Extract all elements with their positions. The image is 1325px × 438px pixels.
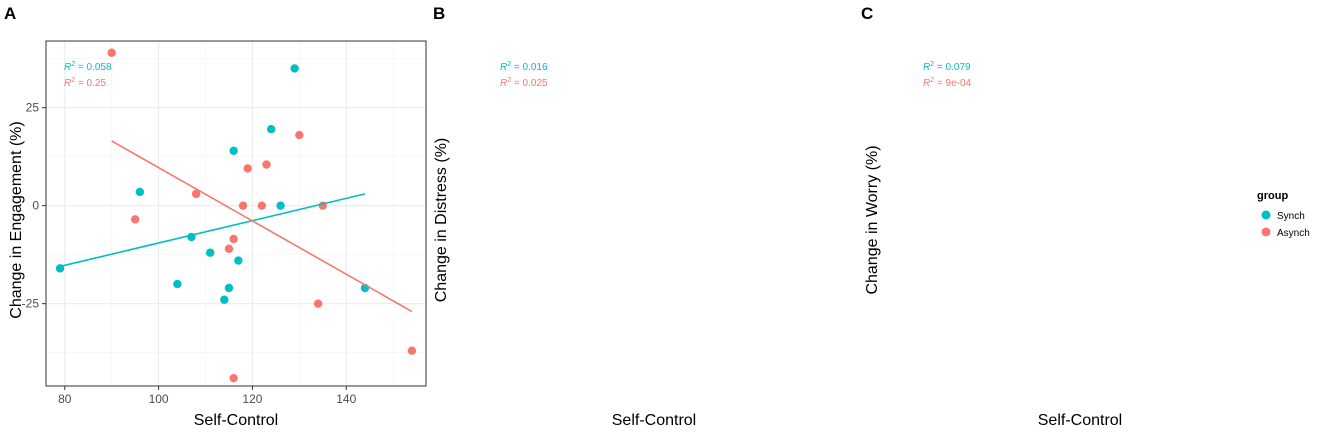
data-point-asynch (238, 201, 248, 210)
data-point-asynch (407, 346, 417, 355)
panel-letter: B (433, 4, 445, 23)
data-point-synch (135, 187, 145, 197)
r2-synch: R2 = 0.058 (64, 61, 112, 73)
y-tick-label: -25 (22, 297, 40, 311)
y-axis-title: Change in Engagement (%) (8, 121, 25, 318)
data-point-synch (220, 295, 229, 304)
r2-asynch-value: 0.25 (87, 78, 107, 89)
y-tick-label: 0 (32, 199, 39, 213)
y-axis-title: Change in Distress (%) (433, 138, 450, 303)
panel-b: B Change in Distress (%) Self-Control R2… (433, 4, 696, 429)
x-tick-label: 120 (242, 392, 262, 406)
r2-synch-value: 0.079 (946, 62, 971, 73)
data-point-asynch (191, 189, 201, 199)
fit-line-asynch (111, 140, 413, 313)
legend-synch-label: Synch (1277, 211, 1305, 222)
r2-synch-value: 0.058 (87, 62, 112, 73)
panel-letter: A (4, 4, 16, 23)
data-point-synch (173, 279, 182, 289)
data-point-synch (290, 64, 299, 73)
x-tick-label: 140 (336, 392, 356, 406)
r2-synch: R2 = 0.079 (923, 61, 971, 73)
r2-asynch-value: 0.025 (523, 78, 548, 89)
data-point-asynch (262, 160, 271, 169)
r2-asynch: R2 = 0.25 (64, 77, 106, 89)
x-tick-label: 80 (58, 392, 72, 406)
data-point-asynch (257, 201, 267, 210)
fit-line-synch (59, 193, 366, 268)
r2-synch-value: 0.016 (523, 62, 548, 73)
data-point-asynch (313, 299, 323, 308)
legend-synch-marker (1261, 210, 1271, 220)
legend-title: group (1257, 190, 1288, 202)
legend: group Synch Asynch (1257, 190, 1310, 239)
x-tick-label: 100 (149, 392, 169, 406)
data-point-asynch (229, 373, 238, 383)
r2-asynch: R2 = 9e-04 (923, 77, 972, 89)
data-point-asynch (107, 48, 116, 57)
data-point-asynch (229, 234, 238, 244)
data-point-synch (229, 146, 238, 155)
r2-synch: R2 = 0.016 (500, 61, 548, 73)
panel-border: 80100120140-5005010080100120140-50-25025… (45, 40, 427, 387)
panel-a: 80 100 120 140 -25 0 25 80100120140-50050100801… (4, 4, 427, 429)
panel-letter: C (861, 4, 873, 23)
y-axis-title: Change in Worry (%) (864, 145, 881, 294)
data-point-synch (224, 283, 234, 293)
data-point-synch (266, 125, 276, 134)
legend-asynch-marker (1261, 227, 1271, 237)
r2-asynch: R2 = 0.025 (500, 77, 548, 89)
data-point-asynch (224, 244, 234, 253)
data-point-asynch (130, 215, 140, 224)
x-axis-title: Self-Control (612, 412, 696, 429)
data-point-asynch (243, 164, 252, 173)
legend-asynch-label: Asynch (1277, 228, 1310, 239)
panel-c: C Change in Worry (%) Self-Control R2 = … (861, 4, 1122, 429)
x-axis-title: Self-Control (1038, 412, 1122, 429)
data-point-synch (205, 248, 215, 257)
r2-asynch-value: 9e-04 (946, 78, 972, 89)
plot-area: 80 100 120 140 -25 0 25 80100120140-50050100801… (22, 40, 427, 406)
data-point-synch (234, 256, 243, 265)
x-axis-title: Self-Control (194, 412, 278, 429)
data-point-asynch (295, 130, 304, 140)
data-point-synch (276, 201, 285, 210)
y-tick-label: 25 (26, 101, 40, 115)
